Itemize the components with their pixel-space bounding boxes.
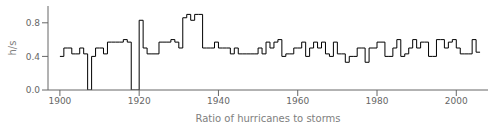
svg-text:1900: 1900: [48, 96, 71, 106]
svg-text:0.0: 0.0: [26, 85, 41, 95]
svg-text:1920: 1920: [128, 96, 151, 106]
svg-text:1980: 1980: [366, 96, 389, 106]
svg-text:1940: 1940: [207, 96, 230, 106]
svg-text:2000: 2000: [445, 96, 468, 106]
svg-text:1960: 1960: [286, 96, 309, 106]
svg-text:0.4: 0.4: [26, 52, 41, 62]
svg-text:Ratio of hurricanes to storms: Ratio of hurricanes to storms: [195, 113, 340, 124]
svg-text:h/s: h/s: [8, 41, 18, 56]
svg-text:0.8: 0.8: [26, 18, 41, 28]
